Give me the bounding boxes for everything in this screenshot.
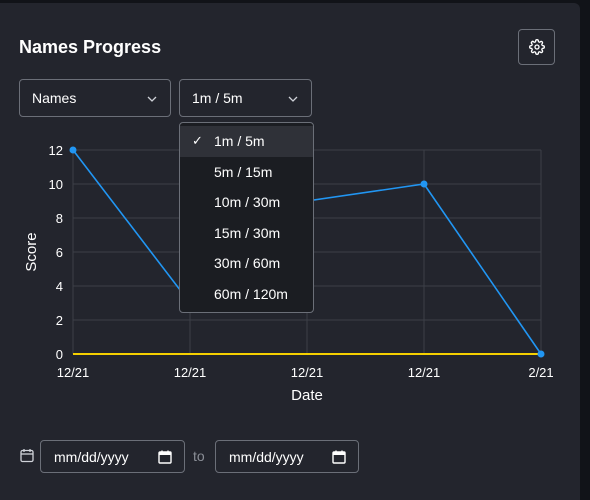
start-date-placeholder: mm/dd/yyyy xyxy=(54,448,129,465)
x-axis-label: Date xyxy=(291,387,323,404)
calendar-picker-icon[interactable] xyxy=(158,450,172,464)
y-tick-label: 4 xyxy=(56,279,63,294)
y-tick-label: 12 xyxy=(49,143,63,158)
y-axis-ticks: 0 2 4 6 8 10 12 xyxy=(49,143,63,362)
range-option[interactable]: ✓ 1m / 5m xyxy=(180,126,313,157)
y-axis-label: Score xyxy=(23,232,40,271)
date-separator: to xyxy=(193,448,205,464)
end-date-input[interactable]: mm/dd/yyyy xyxy=(215,440,359,473)
chevron-down-icon xyxy=(147,96,157,102)
gear-icon xyxy=(528,39,545,55)
data-point xyxy=(537,350,545,358)
metric-select-value: Names xyxy=(32,90,77,106)
range-dropdown-menu: ✓ 1m / 5m 5m / 15m 10m / 30m 15m / 30m 3… xyxy=(179,122,314,313)
x-tick-label: 12/21 xyxy=(174,365,207,380)
x-tick-label: 12/21 xyxy=(408,365,441,380)
range-select-value: 1m / 5m xyxy=(192,90,243,106)
start-date-input[interactable]: mm/dd/yyyy xyxy=(40,440,185,473)
check-icon: ✓ xyxy=(192,133,203,148)
chevron-down-icon xyxy=(288,96,298,102)
range-option[interactable]: 10m / 30m xyxy=(214,194,281,211)
calendar-picker-icon[interactable] xyxy=(332,450,346,464)
end-date-placeholder: mm/dd/yyyy xyxy=(229,448,304,465)
y-tick-label: 0 xyxy=(56,347,63,362)
settings-button[interactable] xyxy=(518,29,555,65)
range-option[interactable]: 5m / 15m xyxy=(214,163,273,180)
data-point xyxy=(420,180,428,188)
y-tick-label: 8 xyxy=(56,211,63,226)
range-option[interactable]: 15m / 30m xyxy=(214,224,281,241)
y-tick-label: 2 xyxy=(56,313,63,328)
y-tick-label: 10 xyxy=(49,177,63,192)
x-tick-label: 12/21 xyxy=(291,365,324,380)
y-tick-label: 6 xyxy=(56,245,63,260)
x-tick-label: 12/21 xyxy=(57,365,90,380)
range-option[interactable]: 60m / 120m xyxy=(214,285,288,302)
metric-select[interactable]: Names xyxy=(19,79,171,117)
range-select[interactable]: 1m / 5m xyxy=(179,79,312,117)
page-title: Names Progress xyxy=(19,37,162,57)
data-point xyxy=(69,146,77,154)
x-axis-ticks: 12/21 12/21 12/21 12/21 2/21 xyxy=(57,365,554,380)
calendar-icon xyxy=(20,449,34,463)
range-option[interactable]: 30m / 60m xyxy=(214,255,281,272)
x-tick-label: 2/21 xyxy=(528,365,553,380)
